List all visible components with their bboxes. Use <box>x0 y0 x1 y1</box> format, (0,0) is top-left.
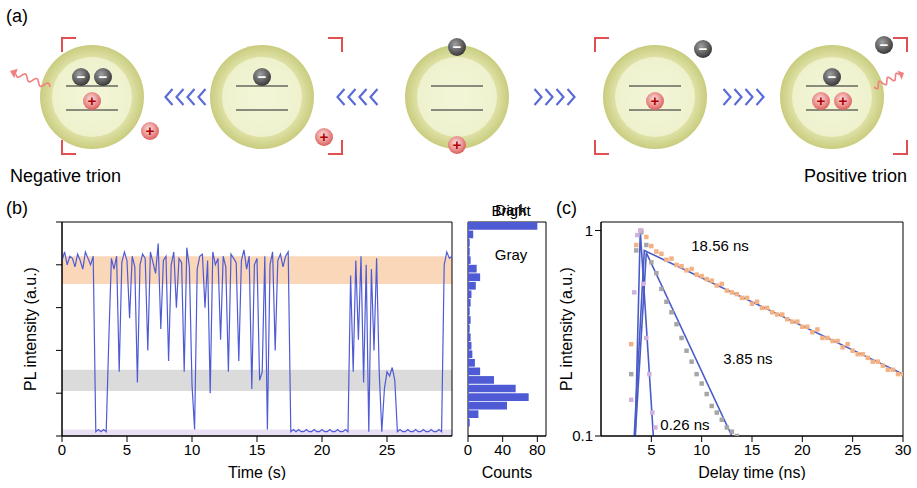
svg-text:−: − <box>828 68 837 85</box>
svg-text:25: 25 <box>379 441 396 458</box>
svg-text:25: 25 <box>844 441 861 458</box>
svg-text:20: 20 <box>314 441 331 458</box>
svg-text:15: 15 <box>249 441 266 458</box>
svg-text:Gray: Gray <box>495 246 528 263</box>
svg-text:PL intensity (a.u.): PL intensity (a.u.) <box>558 267 575 391</box>
svg-text:15: 15 <box>744 441 761 458</box>
svg-text:+: + <box>453 136 462 153</box>
svg-text:−: − <box>258 68 267 85</box>
svg-text:−: − <box>99 68 108 85</box>
svg-text:(a): (a) <box>6 6 28 26</box>
svg-text:5: 5 <box>123 441 131 458</box>
svg-text:+: + <box>146 122 155 139</box>
svg-text:10: 10 <box>184 441 201 458</box>
svg-text:20: 20 <box>794 441 811 458</box>
svg-text:Positive trion: Positive trion <box>804 166 907 186</box>
svg-text:−: − <box>880 36 889 53</box>
svg-text:Dark: Dark <box>495 201 527 218</box>
svg-text:0.1: 0.1 <box>572 427 593 444</box>
svg-text:+: + <box>839 92 848 109</box>
svg-text:Time (s): Time (s) <box>228 464 286 480</box>
svg-text:3.85 ns: 3.85 ns <box>723 350 772 367</box>
svg-text:+: + <box>320 128 329 145</box>
svg-text:30: 30 <box>895 441 912 458</box>
svg-text:80: 80 <box>529 441 546 458</box>
svg-text:PL intensity (a.u.): PL intensity (a.u.) <box>22 267 39 391</box>
svg-text:1: 1 <box>585 222 593 239</box>
svg-text:Bright: Bright <box>491 202 531 219</box>
svg-text:+: + <box>817 92 826 109</box>
html-text:(c): (c) <box>556 198 577 218</box>
svg-text:0.26 ns: 0.26 ns <box>660 416 709 433</box>
svg-text:40: 40 <box>494 441 511 458</box>
svg-text:5: 5 <box>647 441 655 458</box>
svg-text:0: 0 <box>58 441 66 458</box>
svg-text:+: + <box>651 92 660 109</box>
svg-text:Delay time (ns): Delay time (ns) <box>698 464 806 480</box>
svg-text:−: − <box>699 40 708 57</box>
svg-text:Negative trion: Negative trion <box>10 166 121 186</box>
html-text:(b): (b) <box>6 198 28 218</box>
svg-text:10: 10 <box>693 441 710 458</box>
svg-text:0: 0 <box>464 441 472 458</box>
svg-text:18.56 ns: 18.56 ns <box>691 237 749 254</box>
svg-text:−: − <box>77 68 86 85</box>
svg-text:−: − <box>453 38 462 55</box>
svg-text:Counts: Counts <box>482 464 533 480</box>
svg-text:+: + <box>88 92 97 109</box>
